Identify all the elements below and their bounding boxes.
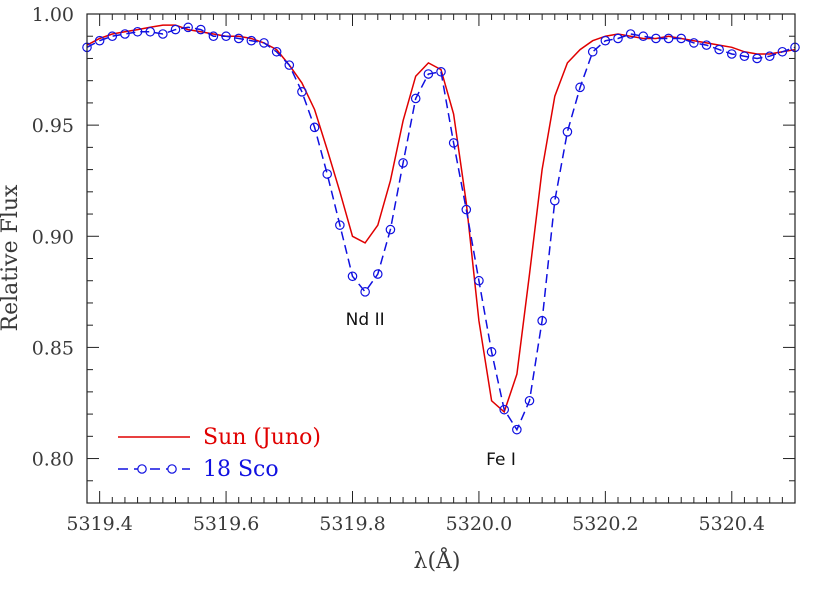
data-point-18sco xyxy=(132,26,143,37)
data-point-18sco xyxy=(689,38,699,48)
y-tick-label: 1.00 xyxy=(32,4,74,26)
legend-marker-18sco-b xyxy=(167,464,177,474)
x-tick-label: 5319.6 xyxy=(193,513,259,535)
data-point-18sco xyxy=(625,29,636,39)
data-point-18sco xyxy=(347,271,358,282)
data-point-18sco xyxy=(158,29,168,39)
data-point-18sco xyxy=(107,31,118,42)
data-point-18sco xyxy=(651,33,661,44)
x-tick-label: 5320.4 xyxy=(699,513,765,535)
x-tick-label: 5319.8 xyxy=(319,513,385,535)
data-point-18sco xyxy=(537,315,547,326)
legend: Sun (Juno) 18 Sco xyxy=(118,425,321,482)
line-annotation: Nd II xyxy=(346,310,385,330)
y-axis-title: Relative Flux xyxy=(0,184,23,332)
data-point-18sco xyxy=(524,395,535,406)
data-point-18sco xyxy=(486,347,497,357)
data-point-18sco xyxy=(423,69,434,79)
data-point-18sco xyxy=(246,35,257,46)
data-point-18sco xyxy=(638,31,649,42)
data-point-18sco xyxy=(271,46,282,57)
legend-label-18sco: 18 Sco xyxy=(203,457,279,482)
data-point-18sco xyxy=(499,404,510,415)
data-point-18sco xyxy=(448,138,459,148)
data-point-18sco xyxy=(385,224,396,235)
data-point-18sco xyxy=(360,287,370,297)
data-point-18sco xyxy=(335,220,345,230)
x-tick-label: 5319.4 xyxy=(66,513,132,535)
y-tick-label: 0.85 xyxy=(32,337,74,359)
data-point-18sco xyxy=(145,26,156,37)
data-point-18sco xyxy=(461,204,472,215)
data-point-18sco xyxy=(764,51,775,62)
data-point-18sco xyxy=(120,29,130,39)
line-annotation: Fe I xyxy=(486,450,516,470)
y-tick-label: 0.95 xyxy=(32,115,74,137)
data-point-18sco xyxy=(714,44,724,55)
data-point-18sco xyxy=(208,31,219,42)
data-point-18sco xyxy=(777,46,788,57)
data-point-18sco xyxy=(221,31,231,42)
y-tick-labels: 0.80 0.85 0.90 0.95 1.00 xyxy=(32,4,74,471)
legend-marker-18sco-a xyxy=(137,464,147,474)
data-point-18sco xyxy=(600,35,611,46)
plot-frame xyxy=(86,13,796,504)
data-point-18sco xyxy=(701,40,712,50)
data-point-18sco xyxy=(474,275,484,286)
data-point-18sco xyxy=(297,86,307,97)
data-point-18sco xyxy=(613,33,623,44)
x-tick-label: 5320.0 xyxy=(446,513,512,535)
data-point-18sco xyxy=(233,33,244,44)
data-point-18sco xyxy=(663,33,674,44)
data-point-18sco xyxy=(739,51,750,62)
axis-ticks xyxy=(86,13,796,504)
data-point-18sco xyxy=(398,158,408,168)
data-point-18sco xyxy=(372,269,383,279)
data-point-18sco xyxy=(195,24,206,35)
data-point-18sco xyxy=(726,49,737,59)
data-point-18sco xyxy=(676,33,687,44)
data-point-18sco xyxy=(752,53,762,64)
data-point-18sco xyxy=(436,66,446,77)
data-point-18sco xyxy=(284,60,295,70)
y-tick-label: 0.80 xyxy=(32,449,74,471)
series-layer xyxy=(82,22,800,435)
data-point-18sco xyxy=(183,22,193,33)
data-point-18sco xyxy=(94,35,105,46)
y-tick-label: 0.90 xyxy=(32,226,74,248)
series-line-sun xyxy=(86,24,796,414)
data-point-18sco xyxy=(309,122,320,133)
data-point-18sco xyxy=(575,82,585,93)
data-point-18sco xyxy=(259,38,269,48)
data-point-18sco xyxy=(549,195,560,206)
data-point-18sco xyxy=(587,46,598,57)
annotations: Nd II Fe I xyxy=(346,310,516,470)
x-tick-labels: 5319.4 5319.6 5319.8 5320.0 5320.2 5320.4 xyxy=(66,513,765,535)
x-tick-label: 5320.2 xyxy=(572,513,638,535)
data-point-18sco xyxy=(562,127,573,137)
data-point-18sco xyxy=(512,424,522,435)
x-axis-title: λ(Å) xyxy=(414,546,461,574)
legend-label-sun: Sun (Juno) xyxy=(203,425,321,450)
data-point-18sco xyxy=(322,169,333,179)
data-point-18sco xyxy=(170,24,181,35)
data-point-18sco xyxy=(410,93,421,104)
series-line-18sco xyxy=(86,26,796,432)
